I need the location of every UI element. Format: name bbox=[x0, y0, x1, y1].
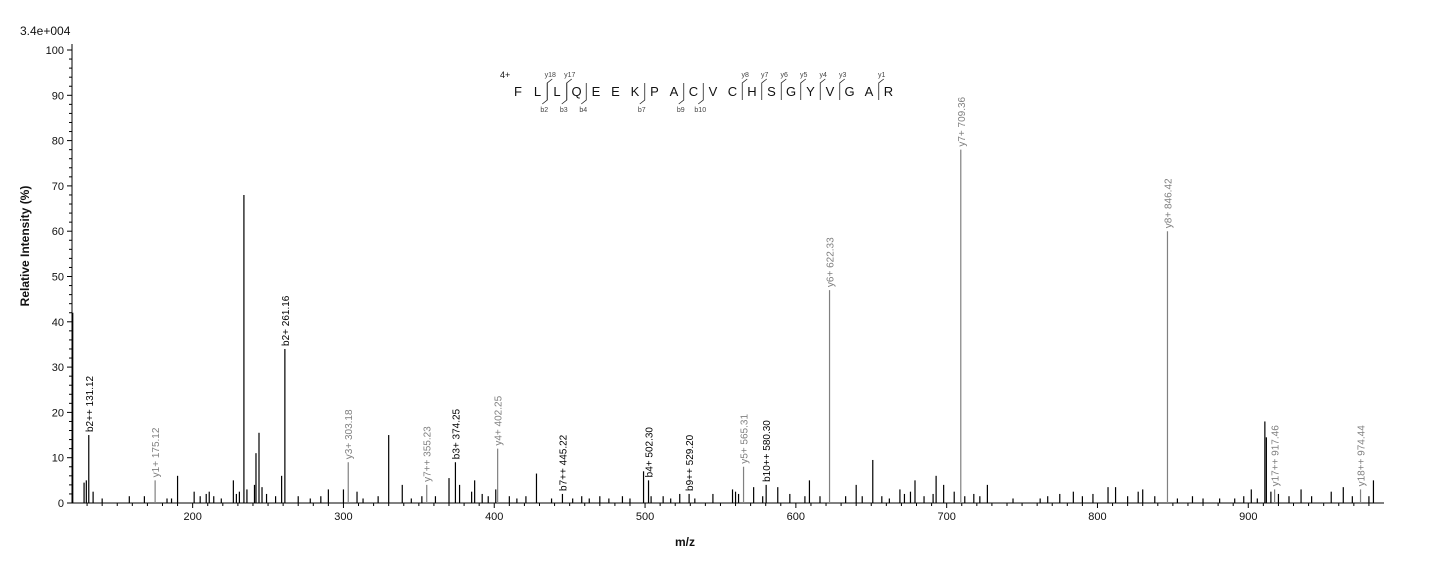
y-ion-label: y8 bbox=[742, 72, 750, 79]
charge-state-label: 4+ bbox=[500, 70, 510, 80]
sequence-residue: A bbox=[670, 84, 679, 99]
b-ion-cleavage-mark bbox=[678, 83, 685, 105]
b-ion-cleavage-mark bbox=[698, 83, 704, 105]
sequence-residue: L bbox=[553, 84, 560, 99]
y-tick-label: 40 bbox=[52, 317, 64, 329]
y-ion-label: y3 bbox=[839, 72, 847, 79]
sequence-residue: E bbox=[611, 84, 620, 99]
y-ion-cleavage-mark bbox=[566, 78, 572, 100]
b-ion-cleavage-mark bbox=[542, 83, 548, 105]
y-ion-label: y4 bbox=[820, 72, 828, 79]
sequence-residue: Y bbox=[806, 84, 815, 99]
peak-labels: b2++ 131.12 y1+ 175.12 b2+ 261.16 y3+ 303.1… bbox=[85, 96, 1368, 490]
y-ion-label: y18 bbox=[545, 72, 556, 79]
y-ion-cleavage-mark bbox=[761, 78, 767, 100]
peak-label: y3+ 303.18 bbox=[344, 409, 355, 459]
peak-label: b10++ 580.30 bbox=[762, 420, 773, 482]
sequence-residue: G bbox=[786, 84, 796, 99]
y-ion-label: y6 bbox=[781, 72, 789, 79]
y-ion-cleavage-mark bbox=[741, 78, 748, 100]
sequence-residue: H bbox=[747, 84, 756, 99]
b-ion-label: b3 bbox=[560, 107, 568, 114]
y-ion-label: y17 bbox=[564, 72, 575, 79]
b-ion-label: b9 bbox=[677, 107, 685, 114]
sequence-residue: V bbox=[826, 84, 835, 99]
peak-label: y7+ 709.36 bbox=[957, 96, 968, 146]
x-tick-label: 500 bbox=[636, 511, 654, 523]
peak-label: y8+ 846.42 bbox=[1163, 178, 1174, 228]
y-ion-label: y7 bbox=[761, 72, 769, 79]
x-tick-label: 300 bbox=[334, 511, 352, 523]
y-ion-cleavage-mark bbox=[839, 78, 845, 100]
y-tick-label: 30 bbox=[52, 362, 64, 374]
sequence-residue: C bbox=[689, 84, 698, 99]
y-ion-label: y1 bbox=[878, 72, 886, 79]
axes: 0 10 20 30 40 50 60 70 80 90 100 200 300 400 500 600 700… bbox=[46, 44, 1384, 523]
y-tick-label: 10 bbox=[52, 453, 64, 465]
y-tick-label: 60 bbox=[52, 226, 64, 238]
peak-label: b4+ 502.30 bbox=[645, 427, 656, 478]
peak-label: y17++ 917.46 bbox=[1271, 425, 1282, 487]
sequence-residue: E bbox=[592, 84, 601, 99]
sequence-residue: L bbox=[534, 84, 541, 99]
peaks bbox=[72, 149, 1375, 503]
y-tick-label: 20 bbox=[52, 407, 64, 419]
peak-label: y1+ 175.12 bbox=[151, 427, 162, 477]
y-ion-cleavage-mark bbox=[878, 78, 884, 100]
peak-label: y18++ 974.44 bbox=[1357, 425, 1368, 487]
y-ion-cleavage-mark bbox=[800, 78, 806, 100]
sequence-residue: R bbox=[884, 84, 893, 99]
peak-label: y6+ 622.33 bbox=[826, 237, 837, 287]
y-tick-label: 50 bbox=[52, 272, 64, 284]
x-axis-title: m/z bbox=[675, 535, 695, 549]
sequence-residue: C bbox=[728, 84, 737, 99]
sequence-residue: V bbox=[709, 84, 718, 99]
b-ion-cleavage-mark bbox=[581, 83, 587, 105]
peak-label: b3+ 374.25 bbox=[451, 408, 462, 459]
sequence-residue: A bbox=[865, 84, 874, 99]
peak-label: y4+ 402.25 bbox=[494, 395, 505, 445]
y-ion-cleavage-mark bbox=[546, 78, 553, 100]
peak-label: b7++ 445.22 bbox=[558, 434, 569, 491]
y-ion-cleavage-mark bbox=[819, 78, 826, 100]
y-axis-title: Relative Intensity (%) bbox=[18, 186, 32, 307]
sequence-residue: K bbox=[631, 84, 640, 99]
peak-label: y5+ 565.31 bbox=[740, 414, 751, 464]
b-ion-label: b7 bbox=[638, 107, 646, 114]
b-ion-cleavage-mark bbox=[561, 83, 568, 105]
b-ion-label: b10 bbox=[694, 107, 706, 114]
y-tick-label: 70 bbox=[52, 181, 64, 193]
y-ion-cleavage-mark bbox=[780, 78, 787, 100]
x-tick-label: 400 bbox=[485, 511, 503, 523]
y-tick-label: 80 bbox=[52, 136, 64, 148]
sequence-residue: Q bbox=[571, 84, 581, 99]
x-tick-label: 800 bbox=[1088, 511, 1106, 523]
peak-label: y7++ 355.23 bbox=[423, 426, 434, 482]
peak-label: b2++ 131.12 bbox=[85, 375, 96, 432]
x-tick-label: 600 bbox=[787, 511, 805, 523]
y-tick-label: 100 bbox=[46, 45, 64, 57]
sequence-residue: S bbox=[767, 84, 776, 99]
sequence-residue: G bbox=[844, 84, 854, 99]
b-ion-label: b2 bbox=[540, 107, 548, 114]
x-tick-label: 700 bbox=[937, 511, 955, 523]
sequence-residue: F bbox=[514, 84, 522, 99]
sequence-residue: P bbox=[650, 84, 659, 99]
y-tick-label: 0 bbox=[58, 498, 64, 510]
peak-label: b9++ 529.20 bbox=[685, 434, 696, 491]
peak-label: b2+ 261.16 bbox=[281, 295, 292, 346]
y-ion-label: y5 bbox=[800, 72, 808, 79]
x-tick-label: 900 bbox=[1239, 511, 1257, 523]
b-ion-cleavage-mark bbox=[639, 83, 646, 105]
b-ion-label: b4 bbox=[579, 107, 587, 114]
x-tick-label: 200 bbox=[183, 511, 201, 523]
intensity-scale-label: 3.4e+004 bbox=[20, 24, 71, 38]
y-tick-label: 90 bbox=[52, 90, 64, 102]
